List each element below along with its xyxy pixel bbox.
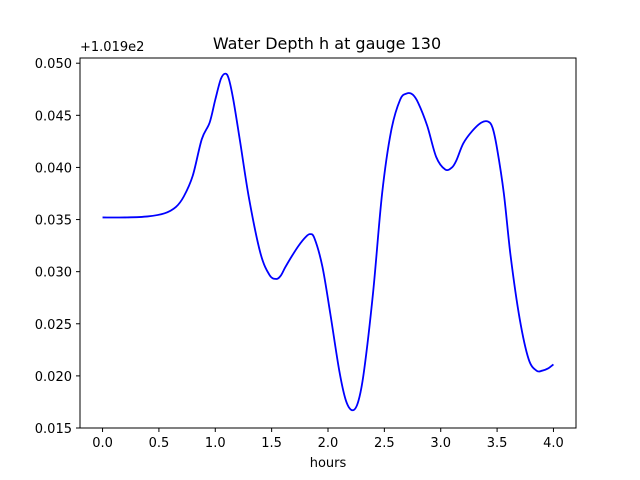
chart-title: Water Depth h at gauge 130 bbox=[213, 34, 441, 53]
x-tick-label: 3.0 bbox=[430, 436, 451, 451]
x-tick-label: 3.5 bbox=[487, 436, 508, 451]
y-tick-label: 0.030 bbox=[35, 266, 72, 281]
y-tick-label: 0.035 bbox=[35, 214, 72, 229]
plot-area bbox=[79, 57, 577, 429]
series-line bbox=[102, 72, 555, 412]
x-tick-label: 4.0 bbox=[543, 436, 564, 451]
x-tick-label: 0.5 bbox=[149, 436, 170, 451]
y-axis-offset-label: +1.019e2 bbox=[80, 40, 144, 55]
x-axis-label: hours bbox=[310, 456, 347, 471]
y-tick-label: 0.015 bbox=[35, 422, 72, 437]
plot-frame bbox=[79, 57, 577, 429]
y-tick-label: 0.025 bbox=[35, 318, 72, 333]
y-tick-label: 0.050 bbox=[35, 57, 72, 72]
x-tick-label: 2.0 bbox=[318, 436, 339, 451]
y-tick-label: 0.020 bbox=[35, 370, 72, 385]
x-tick-label: 1.0 bbox=[205, 436, 226, 451]
x-axis-ticks: 0.0 0.5 1.0 1.5 2.0 2.5 3.0 3.5 4.0 bbox=[92, 428, 564, 451]
x-tick-label: 0.0 bbox=[92, 436, 113, 451]
y-tick-label: 0.045 bbox=[35, 109, 72, 124]
x-tick-label: 1.5 bbox=[261, 436, 282, 451]
x-tick-label: 2.5 bbox=[374, 436, 395, 451]
y-axis-ticks: 0.015 0.020 0.025 0.030 0.035 0.040 0.045 0.050 bbox=[35, 57, 80, 437]
y-tick-label: 0.040 bbox=[35, 161, 72, 176]
